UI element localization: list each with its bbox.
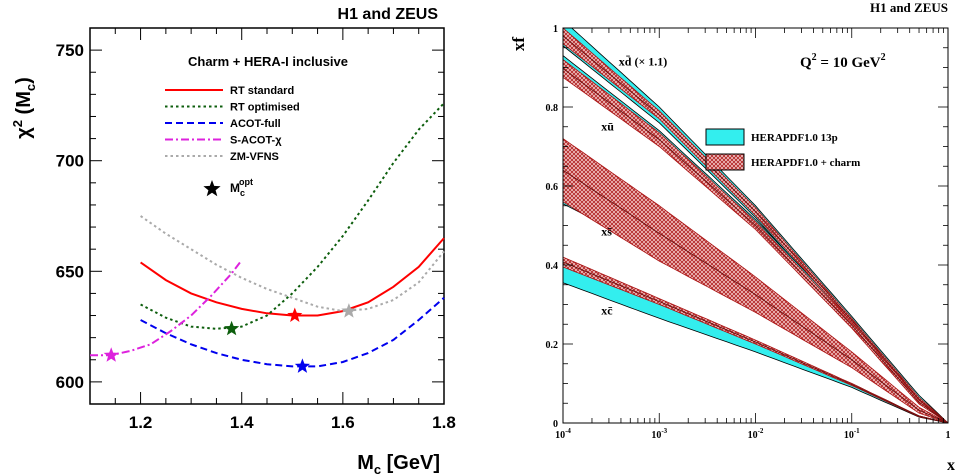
series-curve-rt-standard	[140, 237, 445, 317]
legend-label: ACOT-full	[230, 118, 281, 130]
legend-label: ZM-VFNS	[230, 151, 279, 163]
left-ylabel: χ2 (Mc)	[10, 77, 38, 139]
legend-star-icon	[203, 180, 221, 197]
series-curve-acot-full	[140, 297, 445, 368]
band-central-line	[563, 169, 948, 423]
band-central-line	[563, 35, 948, 423]
optimum-star-marker	[103, 347, 119, 362]
left-ytick-label: 600	[56, 373, 84, 392]
right-header: H1 and ZEUS	[870, 0, 948, 15]
right-ytick-label: 0.8	[546, 103, 559, 114]
right-legend: HERAPDF1.0 13p HERAPDF1.0 + charm	[705, 128, 860, 171]
band-label: xū	[601, 120, 614, 134]
right-ylabel: xf	[509, 37, 528, 52]
left-xlabel: Mc [GeV]	[357, 452, 440, 475]
series-curve-s-acot-	[90, 259, 243, 357]
optimum-star-marker	[287, 307, 303, 322]
right-ytick-label: 1	[553, 24, 558, 35]
left-xtick-label: 1.8	[432, 413, 456, 432]
right-xtick-label: 10-2	[748, 427, 764, 441]
band-label: xd̄ (× 1.1)	[619, 55, 668, 69]
legend-swatch	[705, 153, 745, 171]
right-ytick-label: 0.4	[546, 261, 559, 272]
legend-label: RT optimised	[230, 102, 300, 114]
right-ytick-label: 0	[553, 419, 558, 430]
band-labels: xd̄ (× 1.1) xū xs̄ xc̄	[601, 55, 667, 318]
left-xtick-label: 1.4	[230, 413, 254, 432]
legend-swatch	[705, 128, 745, 146]
series-curve-zm-vfns	[140, 215, 445, 313]
optimum-star-marker	[224, 320, 240, 336]
left-legend: RT standard RT optimised ACOT-full S-ACOT-χ…	[165, 85, 300, 198]
right-xtick-label: 1	[946, 430, 951, 441]
series-curve-rt-optimised	[140, 102, 445, 330]
right-axes: 10-4 10-3 10-2 10-1 1 0 0.2 0.4 0.6 0.8 1	[546, 24, 951, 441]
optimum-star-marker	[341, 303, 357, 318]
right-xlabel: x	[947, 457, 955, 474]
q2-label: Q2 = 10 GeV2	[800, 52, 886, 71]
left-header: H1 and ZEUS	[338, 6, 439, 23]
legend-label: HERAPDF1.0 + charm	[751, 157, 860, 169]
band-central-line	[563, 261, 948, 423]
optimum-star-marker	[294, 358, 310, 373]
bands-clip	[563, 28, 948, 423]
band-label: xc̄	[601, 303, 613, 317]
right-ytick-label: 0.6	[546, 182, 559, 193]
right-xtick-label: 10-4	[555, 427, 571, 441]
left-ytick-label: 700	[56, 152, 84, 171]
chi2-chart: H1 and ZEUS 1.2 1.4 1.6 1.8 600 650 700 750 Cha…	[10, 6, 456, 475]
pdf-chart: H1 and ZEUS 10-4 10-3 10-2 10-1 1 0 0.2 0.4 0.6 0…	[509, 0, 955, 474]
right-ytick-label: 0.2	[546, 340, 559, 351]
left-xtick-label: 1.6	[331, 413, 355, 432]
legend-label: RT standard	[230, 85, 294, 97]
right-xtick-label: 10-1	[844, 427, 860, 441]
left-ytick-label: 650	[56, 262, 84, 281]
legend-label: HERAPDF1.0 13p	[751, 132, 838, 144]
left-axes: 1.2 1.4 1.6 1.8 600 650 700 750	[56, 27, 456, 432]
left-series	[90, 102, 445, 373]
band-label: xs̄	[601, 224, 612, 238]
left-ytick-label: 750	[56, 41, 84, 60]
right-bands	[563, 28, 948, 423]
right-xtick-label: 10-3	[651, 427, 667, 441]
left-xtick-label: 1.2	[129, 413, 153, 432]
legend-label: S-ACOT-χ	[230, 135, 282, 147]
legend-star-label: Mcopt	[230, 177, 253, 198]
legend-title: Charm + HERA-I inclusive	[188, 54, 348, 69]
band-herapdf-charm	[563, 138, 948, 423]
band-central-line	[563, 68, 948, 423]
